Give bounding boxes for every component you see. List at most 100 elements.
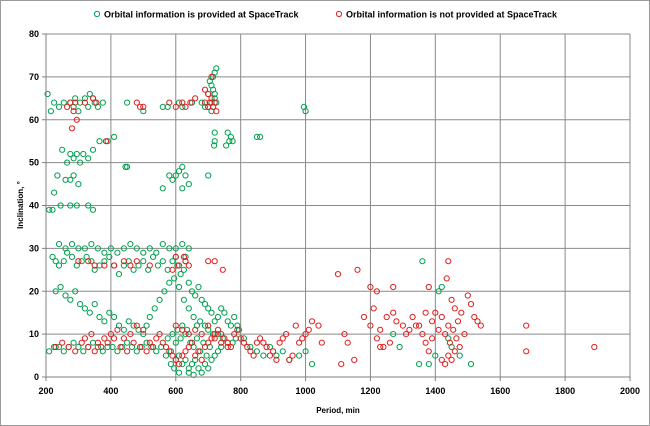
data-point	[386, 339, 393, 346]
data-point	[127, 262, 134, 269]
data-point	[185, 262, 192, 269]
data-point	[214, 348, 222, 355]
data-point	[182, 103, 189, 111]
data-point	[104, 339, 111, 346]
data-point	[205, 326, 212, 333]
data-point	[409, 313, 416, 321]
data-point	[425, 283, 432, 291]
data-point	[257, 133, 264, 140]
data-point	[120, 245, 128, 252]
data-point	[185, 181, 192, 188]
data-point	[344, 339, 351, 346]
data-point	[46, 206, 53, 213]
data-point	[260, 352, 267, 359]
data-point	[201, 361, 209, 368]
data-point	[477, 322, 484, 329]
data-point	[96, 138, 103, 145]
data-point	[81, 95, 89, 102]
data-point	[211, 129, 218, 136]
data-point	[461, 331, 468, 338]
data-point	[130, 266, 137, 273]
data-point	[114, 326, 121, 333]
data-point	[120, 335, 128, 342]
data-point	[198, 369, 205, 376]
data-point	[302, 108, 309, 115]
data-point	[55, 241, 63, 248]
data-point	[59, 146, 66, 153]
data-point	[101, 249, 108, 256]
data-point	[179, 99, 186, 106]
x-tick-label: 800	[233, 386, 248, 396]
data-point	[107, 245, 115, 252]
data-point	[51, 99, 58, 106]
data-point	[438, 356, 445, 363]
data-point	[240, 335, 247, 342]
data-point	[286, 356, 293, 363]
data-point	[89, 206, 97, 213]
data-point	[211, 335, 218, 342]
data-point	[46, 348, 53, 355]
data-point	[88, 241, 95, 248]
data-point	[179, 185, 186, 192]
data-point	[198, 331, 205, 338]
data-point	[223, 142, 230, 149]
data-point	[390, 309, 397, 316]
data-point	[171, 275, 178, 282]
data-point	[390, 331, 397, 338]
data-point	[159, 241, 166, 248]
data-point	[67, 176, 74, 183]
data-point	[102, 138, 110, 145]
data-point	[279, 348, 286, 355]
data-point	[75, 181, 82, 188]
data-point	[85, 343, 92, 351]
data-point	[214, 326, 222, 333]
data-point	[429, 318, 436, 325]
data-point	[188, 361, 196, 368]
data-point	[195, 283, 202, 291]
data-point	[458, 309, 465, 316]
data-point	[172, 339, 179, 346]
data-point	[205, 365, 212, 372]
data-point	[208, 309, 215, 316]
data-point	[438, 313, 445, 321]
data-point	[175, 369, 183, 376]
data-point	[308, 318, 316, 325]
data-point	[146, 245, 153, 252]
data-point	[51, 189, 58, 196]
y-tick-label: 80	[29, 29, 39, 39]
data-point	[453, 335, 460, 342]
x-tick-label: 1600	[490, 386, 510, 396]
data-point	[172, 103, 179, 111]
data-point	[85, 103, 92, 111]
data-point	[201, 322, 209, 329]
data-point	[318, 339, 325, 346]
data-point	[78, 339, 85, 346]
data-point	[467, 361, 475, 368]
data-point	[334, 271, 342, 278]
data-point	[175, 262, 183, 269]
data-point	[115, 271, 123, 278]
data-point	[192, 356, 199, 363]
data-point	[150, 343, 157, 351]
data-point	[197, 318, 204, 325]
data-point	[227, 322, 234, 329]
data-point	[47, 108, 55, 115]
data-point	[263, 343, 270, 351]
data-point	[67, 150, 74, 158]
data-point	[177, 271, 184, 278]
data-point	[185, 365, 192, 372]
data-point	[73, 150, 80, 158]
x-tick-label: 1000	[296, 386, 316, 396]
data-point	[72, 288, 79, 295]
data-point	[416, 361, 423, 368]
data-point	[159, 258, 166, 265]
data-point	[190, 313, 197, 321]
data-point	[57, 283, 64, 291]
data-point	[166, 245, 173, 252]
data-point	[124, 99, 131, 106]
data-point	[425, 348, 432, 355]
data-point	[231, 331, 238, 338]
data-point	[523, 322, 530, 329]
data-point	[198, 99, 205, 106]
data-point	[446, 339, 453, 346]
